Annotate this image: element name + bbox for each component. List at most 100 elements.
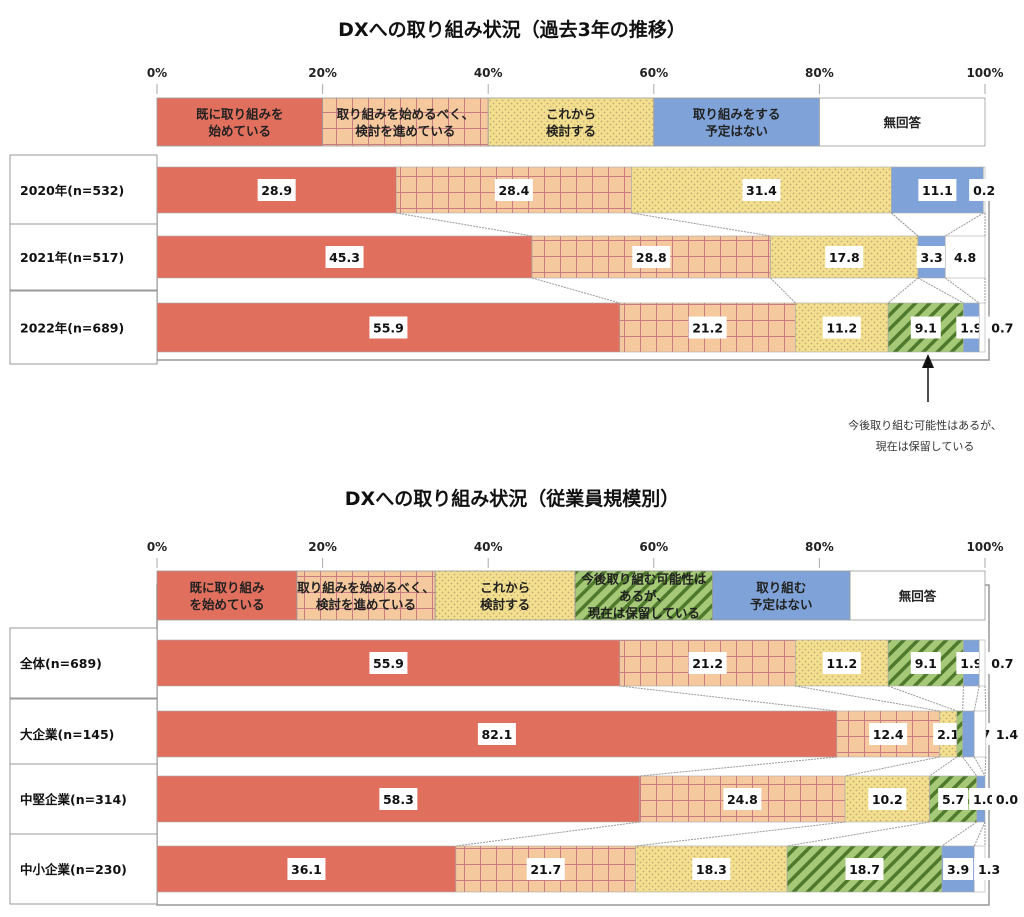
connector-line xyxy=(887,685,958,712)
data-label: 1.0 xyxy=(973,792,995,807)
bar-segment xyxy=(962,710,975,758)
legend-label: 無回答 xyxy=(899,589,937,604)
data-label-bg xyxy=(992,788,1022,810)
legend-swatch xyxy=(434,570,576,621)
data-label: 5.7 xyxy=(942,792,964,807)
data-label-bg xyxy=(369,316,408,339)
legend-label: 取り組みを始めるべく、検討を進めている xyxy=(337,107,475,139)
data-label: 9.1 xyxy=(915,656,937,671)
connector-line xyxy=(891,212,919,237)
data-label: 11.1 xyxy=(922,183,953,198)
data-label-bg xyxy=(822,652,861,674)
category-label: 大企業(n=145) xyxy=(20,727,114,742)
data-label-bg xyxy=(257,179,296,201)
legend-swatch xyxy=(653,97,820,147)
data-label: 17.8 xyxy=(829,250,860,265)
data-label: 55.9 xyxy=(373,656,404,671)
bar-segment xyxy=(956,710,963,758)
legend-label: 今後取り組む可能性はあるが、現在は保留している xyxy=(580,572,707,621)
data-label-bg xyxy=(918,179,957,201)
row-label-cell xyxy=(9,154,158,226)
data-label-bg xyxy=(632,246,671,268)
data-label-bg xyxy=(992,723,1022,745)
connector-line xyxy=(531,277,620,304)
category-label: 中堅企業(n=314) xyxy=(20,792,127,807)
data-label-bg xyxy=(845,858,884,880)
data-label-bg xyxy=(868,788,907,810)
chart-title: DXへの取り組み状況（従業員規模別） xyxy=(345,487,679,510)
legend-label: 無回答 xyxy=(883,115,921,130)
connector-line xyxy=(635,821,846,847)
data-label-bg xyxy=(825,246,864,268)
data-label-bg xyxy=(950,246,981,268)
data-label: 55.9 xyxy=(373,321,404,336)
data-label-bg xyxy=(974,858,1005,880)
data-label-bg xyxy=(287,858,326,880)
data-label-bg xyxy=(956,316,987,339)
data-label-bg xyxy=(956,652,987,674)
data-label-bg xyxy=(688,652,727,674)
data-label-bg xyxy=(987,652,1018,674)
data-label: 3.9 xyxy=(947,862,969,877)
data-label: 1.9 xyxy=(960,656,982,671)
legend-label: 取り組む予定はない xyxy=(750,580,813,612)
data-label: 12.4 xyxy=(873,727,904,742)
data-label: 11.2 xyxy=(826,321,857,336)
data-label-bg xyxy=(723,788,762,810)
x-tick-label: 80% xyxy=(805,66,834,80)
legend-swatch xyxy=(322,97,489,147)
legend-swatch xyxy=(712,570,851,621)
connector-line xyxy=(944,212,984,237)
data-label: 21.7 xyxy=(530,862,561,877)
connector-line xyxy=(455,821,640,847)
data-label: 2.1 xyxy=(937,727,959,742)
data-label: 36.1 xyxy=(291,862,322,877)
data-label-bg xyxy=(379,788,418,810)
chart-2: DXへの取り組み状況（従業員規模別） 0% 20% 40% 60% 80% 100% 既に取り… xyxy=(9,487,1022,906)
data-label: 18.3 xyxy=(696,862,727,877)
data-label: 45.3 xyxy=(329,250,360,265)
category-label: 中小企業(n=230) xyxy=(20,862,127,877)
legend-label: 既に取り組みを始めている xyxy=(189,580,265,612)
row-label-cell xyxy=(9,763,158,835)
data-label-bg xyxy=(688,316,727,339)
annotation-text: 今後取り組む可能性はあるが、現在は保留している xyxy=(848,418,1002,453)
legend-label: 取り組みをする予定はない xyxy=(693,107,781,139)
data-label-bg xyxy=(526,858,565,880)
data-label: 9.1 xyxy=(915,321,937,336)
x-tick-label: 40% xyxy=(474,540,503,554)
connector-line xyxy=(917,277,964,304)
data-label: 1.3 xyxy=(978,862,1000,877)
connector-line xyxy=(984,685,987,712)
bar-segment xyxy=(891,166,984,214)
connector-line xyxy=(962,685,964,712)
bar-segment xyxy=(973,710,987,758)
connector-line xyxy=(973,756,986,777)
legend-label: 既に取り組みを始めている xyxy=(196,107,284,139)
data-label-bg xyxy=(494,179,533,201)
connector-line xyxy=(619,685,837,712)
connector-line xyxy=(962,756,978,777)
x-tick-label: 20% xyxy=(308,66,337,80)
bar-segment xyxy=(978,639,986,687)
chart-title: DXへの取り組み状況（過去3年の推移） xyxy=(338,18,686,41)
data-label-bg xyxy=(969,179,1000,201)
data-label-bg xyxy=(916,246,947,268)
x-tick-label: 100% xyxy=(966,66,1003,80)
data-label: 58.3 xyxy=(383,792,414,807)
data-label: 21.2 xyxy=(692,321,723,336)
data-label-bg xyxy=(742,179,781,201)
legend-swatch xyxy=(819,97,986,147)
data-label: 1.9 xyxy=(960,321,982,336)
connector-line xyxy=(787,821,930,847)
connector-line xyxy=(639,756,837,777)
chart-1: DXへの取り組み状況（過去3年の推移） 0% 20% 40% 60% 80% 100% 既に取… xyxy=(9,18,1018,453)
data-label: 21.2 xyxy=(692,656,723,671)
connector-line xyxy=(941,821,978,847)
legend-swatch xyxy=(296,570,436,621)
data-label: 28.4 xyxy=(498,183,529,198)
row-label-cell xyxy=(9,627,158,699)
category-label: 2022年(n=689) xyxy=(20,321,124,336)
data-label: 28.9 xyxy=(261,183,292,198)
